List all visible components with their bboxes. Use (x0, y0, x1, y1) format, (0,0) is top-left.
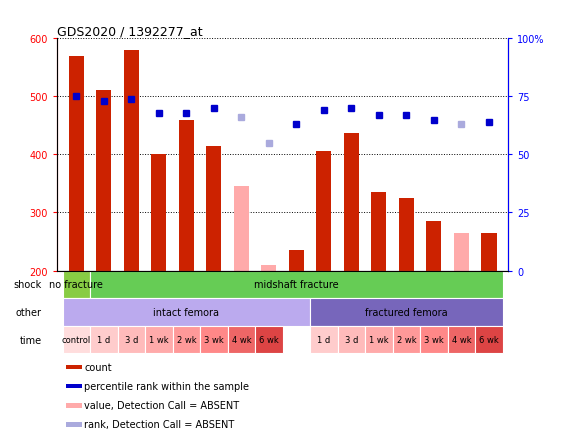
Bar (145, 326, 172, 354)
Bar (234, 187, 249, 271)
Bar (365, 326, 393, 354)
Bar (481, 233, 497, 271)
Bar (454, 233, 469, 271)
Bar (66, 384, 82, 388)
Bar (69, 56, 84, 271)
Text: 3 d: 3 d (124, 335, 138, 344)
Text: 2 wk: 2 wk (176, 335, 196, 344)
Bar (90, 326, 118, 354)
Bar (206, 146, 222, 271)
Text: control: control (62, 335, 91, 344)
Text: 1 d: 1 d (97, 335, 110, 344)
Bar (427, 222, 441, 271)
Bar (124, 51, 139, 271)
Bar (344, 134, 359, 271)
Text: 4 wk: 4 wk (232, 335, 251, 344)
Bar (255, 326, 283, 354)
Bar (316, 152, 332, 271)
Text: 4 wk: 4 wk (452, 335, 471, 344)
Bar (420, 326, 448, 354)
Text: intact femora: intact femora (154, 307, 219, 317)
Text: midshaft fracture: midshaft fracture (254, 280, 339, 290)
Text: 3 d: 3 d (345, 335, 358, 344)
Text: count: count (84, 362, 112, 372)
Bar (66, 422, 82, 427)
Text: 1 wk: 1 wk (149, 335, 168, 344)
Bar (262, 265, 276, 271)
Text: time: time (20, 335, 42, 345)
Bar (371, 193, 387, 271)
Bar (96, 91, 111, 271)
Text: 3 wk: 3 wk (204, 335, 224, 344)
Bar (66, 403, 82, 408)
Bar (151, 155, 166, 271)
Bar (399, 198, 414, 271)
Bar (63, 326, 90, 354)
Bar (310, 326, 337, 354)
Text: 6 wk: 6 wk (479, 335, 499, 344)
Bar (118, 326, 145, 354)
Bar (228, 326, 255, 354)
Text: rank, Detection Call = ABSENT: rank, Detection Call = ABSENT (84, 419, 235, 429)
Bar (63, 271, 90, 299)
Text: 1 d: 1 d (317, 335, 331, 344)
Bar (310, 299, 502, 326)
Bar (172, 326, 200, 354)
Text: 1 wk: 1 wk (369, 335, 389, 344)
Text: fractured femora: fractured femora (365, 307, 448, 317)
Text: no fracture: no fracture (50, 280, 103, 290)
Bar (66, 365, 82, 369)
Bar (63, 299, 310, 326)
Text: GDS2020 / 1392277_at: GDS2020 / 1392277_at (57, 25, 203, 38)
Text: percentile rank within the sample: percentile rank within the sample (84, 381, 249, 391)
Text: 6 wk: 6 wk (259, 335, 279, 344)
Bar (200, 326, 228, 354)
Bar (289, 251, 304, 271)
Text: shock: shock (14, 280, 42, 290)
Bar (475, 326, 502, 354)
Bar (179, 120, 194, 271)
Bar (448, 326, 475, 354)
Text: other: other (16, 307, 42, 317)
Text: 3 wk: 3 wk (424, 335, 444, 344)
Bar (393, 326, 420, 354)
Bar (337, 326, 365, 354)
Text: value, Detection Call = ABSENT: value, Detection Call = ABSENT (84, 400, 239, 410)
Text: 2 wk: 2 wk (397, 335, 416, 344)
